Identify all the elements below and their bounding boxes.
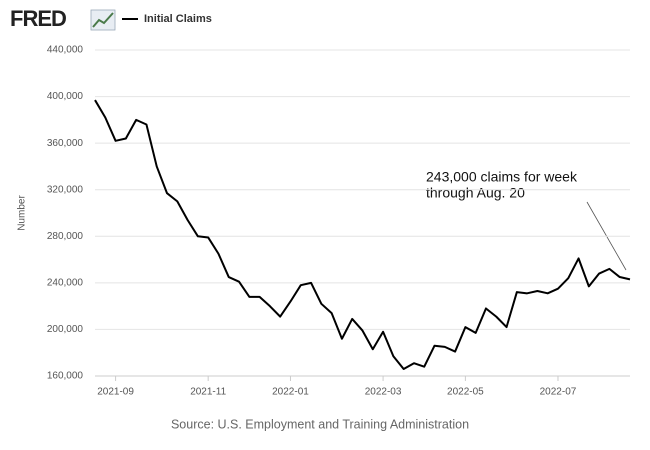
y-tick-label: 320,000 (47, 184, 84, 195)
y-axis-label: Number (17, 195, 28, 231)
annotation: 243,000 claims for week (426, 169, 578, 185)
y-tick-label: 160,000 (47, 371, 84, 382)
y-tick-label: 360,000 (47, 138, 84, 149)
logo-icon (90, 9, 116, 31)
annotation: through Aug. 20 (426, 185, 525, 201)
x-tick-label: 2021-11 (190, 387, 226, 398)
y-tick-label: 240,000 (47, 277, 84, 288)
source: Source: U.S. Employment and Training Adm… (171, 417, 469, 431)
y-tick-label: 400,000 (47, 91, 84, 102)
x-tick-label: 2022-01 (272, 387, 309, 398)
logo: FRED (10, 6, 66, 31)
x-tick-label: 2022-03 (365, 387, 402, 398)
x-tick-label: 2022-05 (447, 387, 484, 398)
y-tick-label: 200,000 (47, 324, 84, 335)
y-tick-label: 280,000 (47, 231, 84, 242)
legend-label: Initial Claims (144, 13, 212, 25)
y-tick-label: 440,000 (47, 45, 84, 56)
x-tick-label: 2021-09 (97, 387, 134, 398)
line-series (94, 99, 631, 371)
x-tick-label: 2022-07 (540, 387, 577, 398)
